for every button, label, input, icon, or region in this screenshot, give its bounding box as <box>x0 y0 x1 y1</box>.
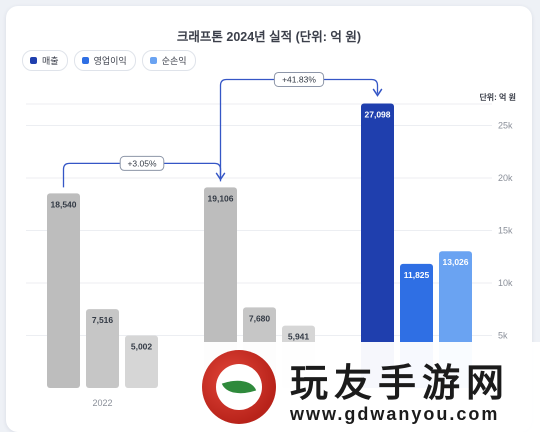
y-tick-label: 20k <box>498 173 513 183</box>
unit-label: 단위: 억 원 <box>479 93 516 102</box>
bar-value-label: 11,825 <box>404 270 430 280</box>
leaf-icon <box>221 373 257 401</box>
legend-item-revenue[interactable]: 매출 <box>22 50 68 71</box>
bar-value-label: 19,106 <box>208 193 234 203</box>
growth-label-box <box>119 155 165 171</box>
y-tick-label: 5k <box>498 331 508 341</box>
y-tick-label: 10k <box>498 278 513 288</box>
watermark-logo-center <box>216 364 262 410</box>
bar <box>361 103 394 388</box>
legend-swatch-net-income <box>149 57 157 64</box>
y-tick-label: 15k <box>498 226 513 236</box>
chart-legend: 매출 영업이익 순손익 <box>22 50 196 71</box>
legend-label-net-income: 순손익 <box>161 56 187 66</box>
bar-value-label: 13,026 <box>443 257 469 267</box>
x-tick-label: 2022 <box>92 398 112 408</box>
legend-label-revenue: 매출 <box>42 56 59 66</box>
bar-value-label: 27,098 <box>365 109 391 119</box>
growth-arrow-line <box>219 78 379 182</box>
legend-swatch-revenue <box>30 57 37 64</box>
watermark-url: www.gdwanyou.com <box>290 404 500 424</box>
watermark-logo-icon <box>202 350 276 424</box>
bar <box>86 309 119 388</box>
bar <box>204 187 237 388</box>
bar <box>47 193 80 388</box>
bar-value-label: 5,002 <box>131 341 153 351</box>
bar-value-label: 18,540 <box>51 199 77 209</box>
y-tick-label: 25k <box>498 121 513 131</box>
growth-label-box <box>273 71 325 87</box>
chart-title: 크래프톤 2024년 실적 (단위: 억 원) <box>176 30 362 44</box>
legend-label-operating-profit: 영업이익 <box>93 56 127 66</box>
bar-value-label: 7,680 <box>249 313 271 323</box>
bar <box>125 335 158 388</box>
legend-item-operating-profit[interactable]: 영업이익 <box>73 50 136 71</box>
bar-value-label: 7,516 <box>92 315 114 325</box>
bar-value-label: 5,941 <box>288 332 310 342</box>
legend-item-net-income[interactable]: 순손익 <box>141 50 196 71</box>
watermark-overlay: 玩友手游网 www.gdwanyou.com <box>196 342 540 432</box>
growth-label: +41.83% <box>282 74 316 84</box>
growth-label: +3.05% <box>127 158 157 168</box>
legend-swatch-operating-profit <box>81 57 89 64</box>
growth-arrow-head <box>372 88 383 97</box>
watermark-site-name: 玩友手游网 <box>290 361 511 405</box>
